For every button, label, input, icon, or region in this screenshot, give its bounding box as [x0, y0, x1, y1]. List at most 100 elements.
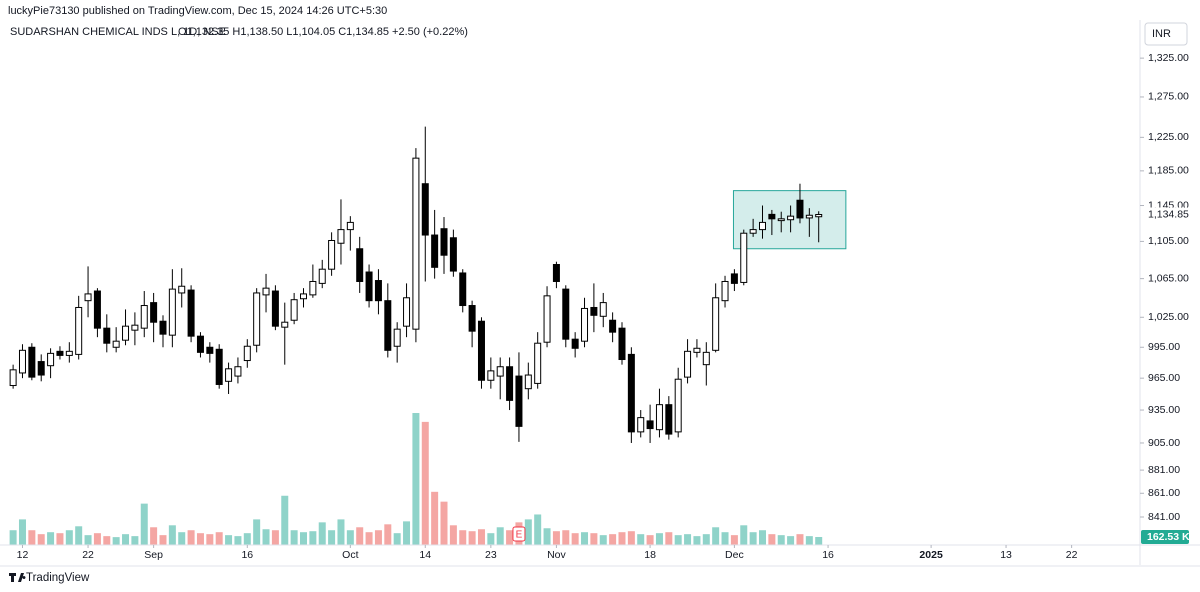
volume-bar	[552, 531, 560, 545]
candle-body	[271, 290, 279, 327]
volume-bar	[65, 530, 73, 545]
y-tick-label: 1,065.00	[1148, 272, 1189, 284]
volume-bar	[140, 503, 148, 545]
x-tick-label: Sep	[144, 549, 163, 561]
candle-body	[674, 378, 682, 433]
volume-bar	[337, 519, 345, 545]
candle-body	[758, 221, 766, 231]
y-tick-label: 1,325.00	[1148, 52, 1189, 64]
volume-bar	[440, 501, 448, 545]
x-tick-label: 16	[241, 549, 253, 561]
x-tick-label: 23	[485, 549, 497, 561]
candle-body	[431, 234, 439, 268]
earnings-marker	[512, 526, 526, 542]
volume-bar	[56, 533, 64, 545]
candle-body	[768, 213, 776, 220]
y-tick-label: 1,185.00	[1148, 165, 1189, 177]
candle-body	[440, 228, 448, 256]
volume-bar	[637, 534, 645, 545]
candle-body	[168, 288, 176, 336]
candle-body	[796, 199, 804, 219]
y-tick-label: 861.00	[1148, 487, 1180, 499]
volume-bar	[684, 534, 692, 545]
candle-body	[749, 229, 757, 234]
x-tick-label: Oct	[342, 549, 358, 561]
volume-bar	[9, 530, 17, 545]
volume-bar	[740, 525, 748, 545]
volume-bar	[571, 533, 579, 545]
y-tick-label: 1,275.00	[1148, 91, 1189, 103]
publisher: luckyPie73130 published on TradingView.c…	[8, 5, 387, 17]
y-tick-label: 995.00	[1148, 341, 1180, 353]
last-volume-box	[1141, 530, 1189, 544]
candle-body	[234, 366, 242, 377]
candle-body	[777, 218, 785, 222]
candle-body	[65, 350, 73, 356]
volume-bar	[262, 529, 270, 545]
x-tick-label: Nov	[547, 549, 566, 561]
volume-bar	[459, 530, 467, 545]
y-tick-label: 1,025.00	[1148, 311, 1189, 323]
y-tick-label: 1,105.00	[1148, 235, 1189, 247]
candle-body	[37, 361, 45, 376]
volume-bar	[253, 519, 261, 545]
volume-bar	[627, 531, 635, 545]
plot-area: E	[9, 126, 847, 545]
volume-bar	[131, 536, 139, 545]
volume-bar	[815, 536, 823, 545]
volume-bar	[758, 530, 766, 545]
candle-body	[9, 369, 17, 387]
currency-box[interactable]	[1144, 22, 1188, 46]
candle-body	[356, 248, 364, 282]
volume-bar	[449, 525, 457, 545]
x-tick-label: 22	[1066, 549, 1078, 561]
candle-body	[684, 350, 692, 378]
candle-body	[618, 327, 626, 361]
candle-body	[290, 299, 298, 321]
candle-body	[581, 307, 589, 342]
candle-body	[740, 232, 748, 283]
volume-bar	[215, 532, 223, 545]
volume-bar	[674, 535, 682, 545]
volume-bar	[702, 534, 710, 545]
last-volume-label: 162.53 K	[1147, 531, 1190, 543]
volume-bar	[300, 532, 308, 545]
volume-bar	[196, 533, 204, 545]
volume-bar	[243, 533, 251, 545]
currency[interactable]: INR	[1152, 28, 1171, 40]
candle-body	[75, 306, 83, 355]
volume-bar	[159, 535, 167, 545]
volume-bar	[787, 536, 795, 545]
candle-body	[374, 280, 382, 302]
volume-bar	[534, 514, 542, 545]
candle-body	[253, 292, 261, 346]
x-tick-label: 12	[17, 549, 29, 561]
candle-body	[103, 327, 111, 344]
candle-body	[412, 157, 420, 330]
candle-body	[262, 287, 270, 296]
candle-body	[281, 321, 289, 328]
candle-body	[702, 351, 710, 366]
volume-bar	[103, 536, 111, 545]
candle-body	[403, 297, 411, 327]
volume-bar	[768, 534, 776, 545]
candle-body	[552, 264, 560, 282]
candle-body	[571, 338, 579, 349]
candle-body	[365, 271, 373, 302]
volume-bar	[365, 532, 373, 545]
candle-body	[468, 305, 476, 332]
volume-bar	[225, 535, 233, 545]
volume-bar	[777, 535, 785, 545]
candle-body	[534, 342, 542, 384]
candle-body	[393, 328, 401, 347]
brand: TradingView	[26, 572, 90, 584]
volume-bar	[281, 495, 289, 545]
volume-bar	[384, 524, 392, 545]
x-tick-label: Dec	[725, 549, 744, 561]
candle-body	[665, 404, 673, 435]
volume-bar	[543, 528, 551, 545]
candle-body	[421, 183, 429, 236]
y-tick-label: 841.00	[1148, 511, 1180, 523]
volume-bar	[646, 535, 654, 545]
volume-bar	[18, 519, 26, 545]
